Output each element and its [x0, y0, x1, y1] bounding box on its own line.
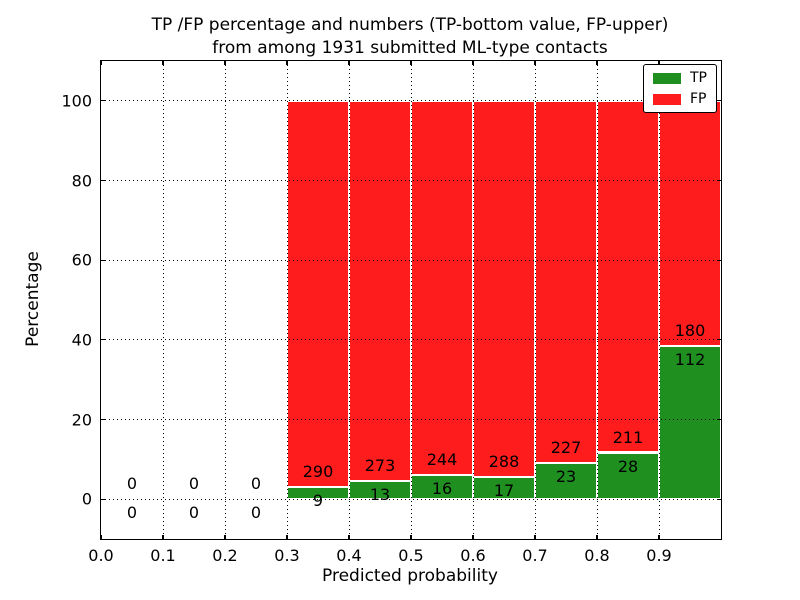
y-tick-mark	[101, 259, 105, 261]
bar-label-tp: 0	[188, 503, 200, 523]
y-tick-mark-right	[717, 179, 721, 182]
bar-segment-tp	[411, 474, 473, 500]
bar-label-fp: 273	[364, 456, 396, 476]
gridline-vertical	[224, 61, 226, 539]
x-tick-mark-top	[534, 61, 536, 65]
x-tick-mark-top	[162, 61, 164, 65]
bar-label-tp: 0	[250, 503, 262, 523]
y-tick-mark-right	[717, 339, 721, 341]
x-tick-mark-top	[224, 61, 226, 65]
x-tick-mark	[100, 535, 102, 539]
bar-label-fp: 290	[302, 462, 334, 482]
y-tick-mark-right	[717, 259, 721, 261]
x-tick-mark	[286, 535, 288, 539]
y-tick-mark-right	[717, 498, 721, 500]
legend: TP FP	[643, 64, 717, 113]
bar-label-tp: 16	[431, 478, 453, 498]
y-tick-mark-right	[717, 418, 721, 421]
bar-label-fp: 288	[488, 451, 520, 471]
chart-title-line1: TP /FP percentage and numbers (TP-bottom…	[151, 15, 669, 35]
x-tick-mark-top	[472, 61, 474, 65]
gridline-vertical	[410, 61, 412, 539]
x-axis-label: Predicted probability	[322, 566, 498, 586]
x-tick-label: 0.8	[584, 546, 610, 565]
y-tick-label: 40	[71, 330, 92, 350]
x-tick-mark	[534, 535, 536, 539]
chart-title-line2: from among 1931 submitted ML-type contac…	[212, 38, 608, 58]
gridline-vertical	[596, 61, 598, 539]
bar-label-tp: 0	[126, 503, 138, 523]
bar-segment-fp	[349, 100, 411, 482]
y-tick-mark-right	[717, 100, 721, 102]
bar-segment-fp	[287, 100, 349, 488]
x-tick-mark	[410, 535, 412, 539]
bar-label-fp: 0	[188, 474, 200, 494]
y-tick-label: 0	[81, 489, 92, 509]
y-tick-label: 20	[71, 410, 92, 429]
x-tick-label: 0.4	[336, 546, 362, 565]
bar-label-fp: 211	[612, 427, 644, 447]
y-tick-mark	[101, 498, 105, 500]
x-tick-label: 0.1	[150, 546, 176, 565]
bar-label-tp: 23	[555, 466, 577, 486]
x-tick-label: 0.7	[522, 546, 548, 565]
plot-area: TP FP 0 0 0 0 0 0 290 9 273 13 244 16 288 17 227 23 211 2…	[61, 60, 722, 565]
x-tick-mark	[472, 535, 474, 539]
x-tick-mark	[658, 535, 660, 539]
y-tick-mark	[101, 100, 105, 102]
bar-label-tp: 28	[617, 456, 639, 476]
legend-swatch-fp-icon	[653, 93, 681, 105]
x-tick-label: 0.5	[398, 546, 424, 565]
x-tick-mark	[224, 535, 226, 539]
gridline-vertical	[534, 61, 536, 539]
bar-label-tp: 17	[493, 480, 515, 500]
x-tick-mark	[348, 535, 350, 539]
legend-swatch-tp-icon	[653, 72, 681, 84]
bar-segment-fp	[659, 100, 721, 347]
y-tick-label: 100	[61, 91, 92, 111]
y-tick-mark	[101, 418, 105, 421]
x-tick-label: 0.9	[646, 546, 672, 565]
bar-label-fp: 180	[674, 321, 706, 341]
bar-segment-fp	[597, 100, 659, 453]
legend-label-tp: TP	[690, 70, 707, 86]
x-tick-mark-top	[596, 61, 598, 65]
x-tick-label: 0.2	[212, 546, 238, 565]
x-tick-mark	[162, 535, 164, 539]
gridline-vertical	[658, 61, 660, 539]
gridline-vertical	[348, 61, 350, 539]
y-axis-label: Percentage	[23, 251, 43, 347]
bar-label-fp: 0	[126, 474, 138, 494]
legend-item-fp: FP	[653, 92, 707, 106]
gridline-vertical	[162, 61, 164, 539]
x-tick-label: 0.3	[274, 546, 300, 565]
bar-label-fp: 0	[250, 474, 262, 494]
x-tick-label: 0.0	[88, 546, 114, 565]
bar-label-tp: 13	[369, 485, 391, 505]
x-tick-mark-top	[658, 61, 660, 65]
y-tick-label: 80	[71, 171, 92, 190]
bar-label-fp: 244	[426, 449, 458, 469]
gridline-vertical	[472, 61, 474, 539]
x-tick-mark-top	[286, 61, 288, 65]
x-tick-mark-top	[410, 61, 412, 65]
bar-segment-fp	[535, 100, 597, 463]
y-tick-mark	[101, 339, 105, 341]
x-tick-mark-top	[348, 61, 350, 65]
x-tick-mark-top	[100, 61, 102, 65]
y-tick-mark	[101, 179, 105, 182]
legend-item-tp: TP	[653, 71, 707, 85]
x-tick-mark	[596, 535, 598, 539]
x-tick-label: 0.6	[460, 546, 486, 565]
y-tick-label: 60	[71, 250, 92, 270]
bar-label-fp: 227	[550, 437, 582, 457]
bar-label-tp: 9	[312, 491, 324, 511]
bar-segment-fp	[473, 100, 535, 477]
bar-label-tp: 112	[674, 350, 706, 370]
gridline-vertical	[286, 61, 288, 539]
legend-label-fp: FP	[690, 91, 707, 107]
